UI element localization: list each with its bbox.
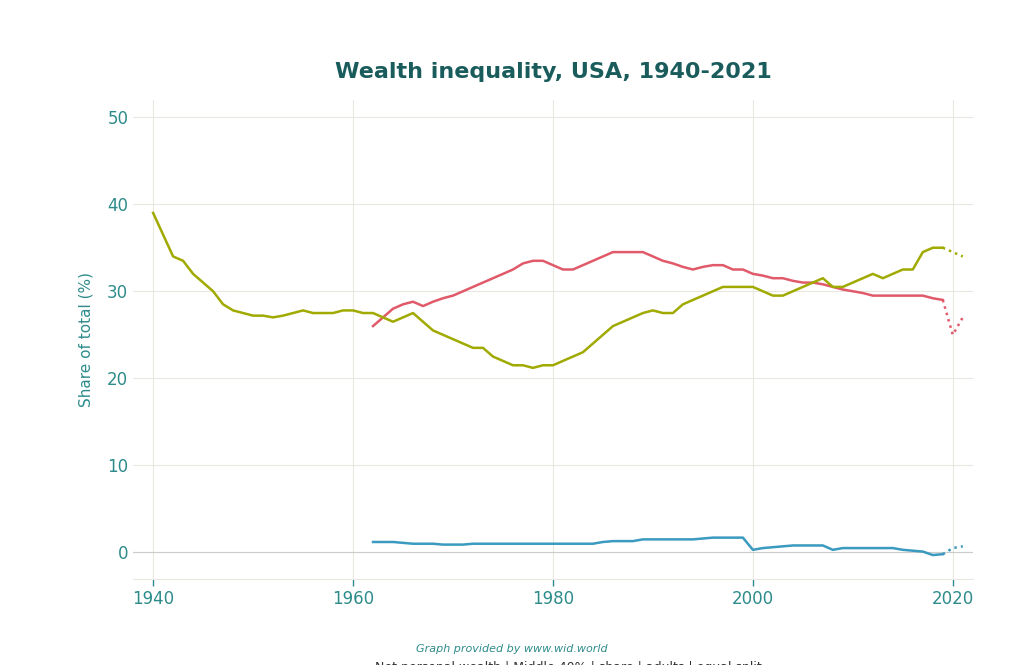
Text: Graph provided by www.wid.world: Graph provided by www.wid.world: [416, 644, 608, 654]
Legend: Net personal wealth | Middle 40% | share | adults | equal split, Net personal we: Net personal wealth | Middle 40% | share…: [340, 662, 766, 665]
Y-axis label: Share of total (%): Share of total (%): [78, 271, 93, 407]
Title: Wealth inequality, USA, 1940-2021: Wealth inequality, USA, 1940-2021: [335, 62, 771, 82]
